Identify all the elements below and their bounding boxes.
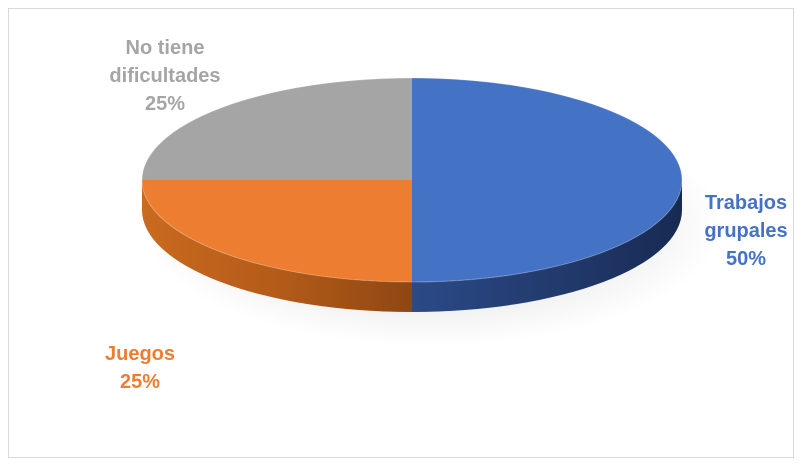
slice-label-no-tiene-dificultades: No tiene dificultades 25% (109, 37, 221, 115)
pie-side-trabajos-grupales (412, 180, 682, 312)
pie-slice-juegos (142, 180, 412, 282)
pie-side-juegos (142, 180, 412, 312)
pie-slice-no-tiene-dificultades (142, 78, 412, 180)
slice-label-juegos: Juegos 25% (104, 343, 176, 393)
pie-slice-trabajos-grupales (412, 78, 682, 282)
slice-label-trabajos-grupales: Trabajos grupales 50% (704, 192, 788, 270)
pie-rim (141, 77, 683, 283)
